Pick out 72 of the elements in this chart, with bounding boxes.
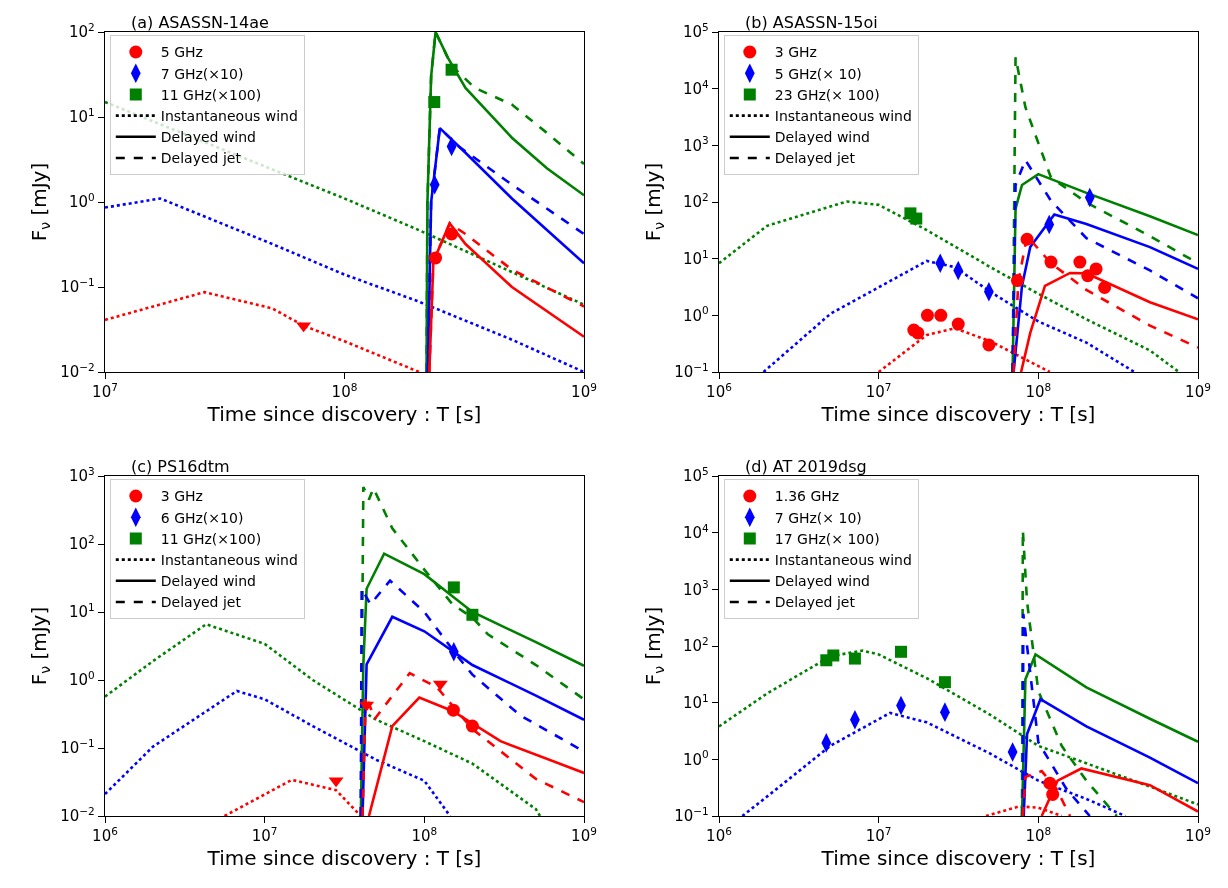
legend-label: 1.36 GHz [774,488,840,505]
x-tick-label: 10$^{8}$ [331,380,358,402]
y-tick-label: 10$^{1}$ [683,247,709,268]
x-tick-label: 10$^{6}$ [92,824,119,846]
x-tick-label: 10$^{8}$ [1025,824,1052,846]
y-tick-label: 10$^{−1}$ [60,736,95,758]
legend-label: Instantaneous wind [160,108,298,125]
x-tick-label: 10$^{7}$ [865,380,892,402]
legend-label: Delayed wind [774,573,870,590]
x-tick-label: 10$^{7}$ [865,824,892,846]
x-tick-label: 10$^{7}$ [92,380,118,402]
x-tick-label: 10$^{9}$ [1185,824,1211,846]
legend-label: 11 GHz(×100) [160,530,262,547]
y-tick-label: 10$^{1}$ [69,600,95,622]
legend-label: 5 GHz [160,44,203,61]
x-tick-label: 10$^{8}$ [411,824,438,846]
y-tick-label: 10$^{2}$ [683,634,709,656]
chart-title: (b) ASASSN-15oi [745,13,878,32]
legend-label: 5 GHz(× 10) [774,65,862,82]
y-tick-label: 10$^{1}$ [69,105,95,127]
y-tick-label: 10$^{−2}$ [60,804,95,826]
y-tick-label: 10$^{2}$ [69,532,95,554]
y-tick-label: 10$^{3}$ [683,134,709,155]
y-tick-label: 10$^{4}$ [683,77,710,98]
y-tick-label: 10$^{3}$ [69,464,95,486]
x-tick-label: 10$^{9}$ [571,824,597,846]
legend-label: Instantaneous wind [774,552,912,569]
y-tick-label: 10$^{1}$ [683,691,709,712]
legend-label: Delayed jet [160,594,242,611]
legend-label: Delayed wind [774,129,870,146]
legend-label: 3 GHz [160,488,203,505]
y-tick-label: 10$^{−1}$ [674,360,709,382]
x-tick-label: 10$^{9}$ [571,380,597,402]
y-tick-label: 10$^{3}$ [683,578,709,599]
legend-label: 7 GHz(× 10) [774,509,862,526]
x-axis-title: Time since discovery : T [s] [206,845,482,870]
y-tick-label: 10$^{5}$ [683,464,709,486]
legend-label: Delayed jet [774,594,856,611]
x-axis-title: Time since discovery : T [s] [820,845,1096,870]
chart-title: (a) ASASSN-14ae [131,13,269,32]
x-axis-title: Time since discovery : T [s] [206,401,482,426]
y-tick-label: 10$^{0}$ [683,304,709,325]
legend-label: Delayed wind [160,573,256,590]
y-tick-label: 10$^{2}$ [683,190,709,212]
y-tick-label: 10$^{−1}$ [60,275,95,297]
legend-label: 11 GHz(×100) [160,86,262,103]
y-tick-label: 10$^{0}$ [69,668,95,690]
chart-title: (c) PS16dtm [131,457,230,476]
legend-label: Instantaneous wind [774,108,912,125]
legend-label: 23 GHz(× 100) [774,86,880,103]
x-tick-label: 10$^{9}$ [1185,380,1211,402]
y-tick-label: 10$^{4}$ [683,521,710,542]
x-tick-label: 10$^{6}$ [706,380,733,402]
legend-label: Instantaneous wind [160,552,298,569]
legend-label: 7 GHz(×10) [160,65,244,82]
y-tick-label: 10$^{2}$ [69,20,95,42]
legend-label: 17 GHz(× 100) [774,530,880,547]
legend-label: Delayed wind [160,129,256,146]
y-tick-label: 10$^{−2}$ [60,360,95,382]
legend-label: 6 GHz(×10) [160,509,244,526]
x-tick-label: 10$^{7}$ [251,824,278,846]
y-tick-label: 10$^{0}$ [69,190,95,212]
y-tick-label: 10$^{0}$ [683,748,709,769]
x-axis-title: Time since discovery : T [s] [820,401,1096,426]
y-tick-label: 10$^{5}$ [683,20,709,42]
legend-label: Delayed jet [160,150,242,167]
legend-label: 3 GHz [774,44,817,61]
y-tick-label: 10$^{−1}$ [674,804,709,826]
x-tick-label: 10$^{6}$ [706,824,733,846]
legend-label: Delayed jet [774,150,856,167]
x-tick-label: 10$^{8}$ [1025,380,1052,402]
chart-title: (d) AT 2019dsg [745,457,867,476]
